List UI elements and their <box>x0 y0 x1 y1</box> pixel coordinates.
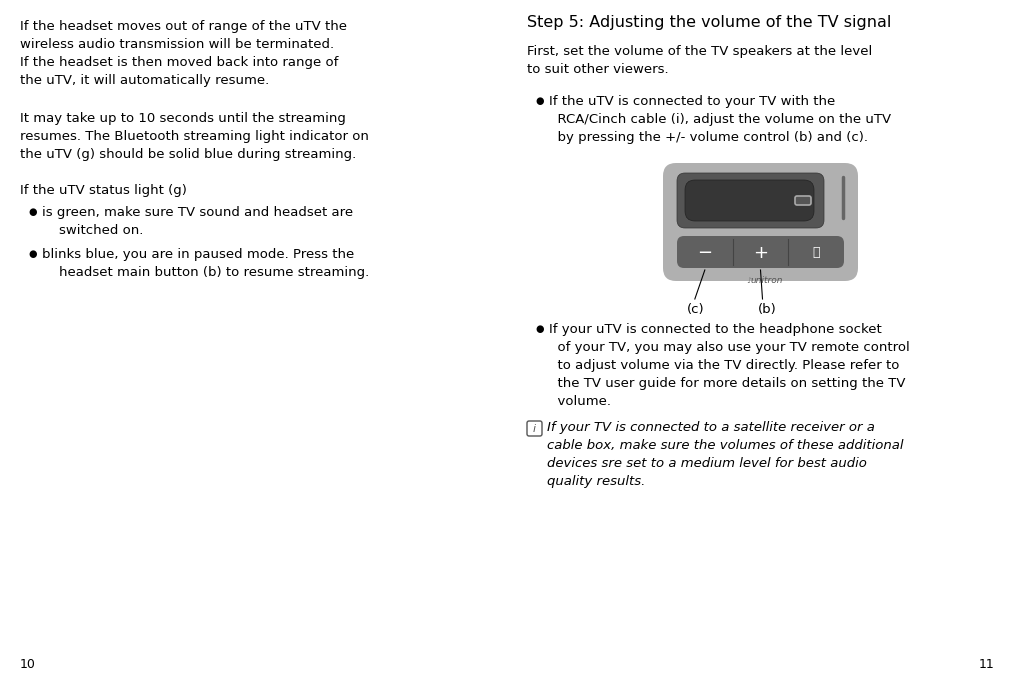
Text: i: i <box>533 424 536 434</box>
Text: is green, make sure TV sound and headset are
    switched on.: is green, make sure TV sound and headset… <box>42 206 353 237</box>
Text: ●: ● <box>535 96 544 106</box>
Text: First, set the volume of the TV speakers at the level
to suit other viewers.: First, set the volume of the TV speakers… <box>527 45 872 76</box>
Text: blinks blue, you are in paused mode. Press the
    headset main button (b) to re: blinks blue, you are in paused mode. Pre… <box>42 248 369 279</box>
FancyBboxPatch shape <box>677 173 824 228</box>
Text: (b): (b) <box>757 303 777 316</box>
Text: If your TV is connected to a satellite receiver or a
cable box, make sure the vo: If your TV is connected to a satellite r… <box>547 421 903 488</box>
Text: Step 5: Adjusting the volume of the TV signal: Step 5: Adjusting the volume of the TV s… <box>527 15 891 30</box>
Text: −: − <box>698 244 713 262</box>
FancyBboxPatch shape <box>795 196 811 205</box>
Text: It may take up to 10 seconds until the streaming
resumes. The Bluetooth streamin: It may take up to 10 seconds until the s… <box>20 112 369 161</box>
FancyBboxPatch shape <box>663 163 858 281</box>
FancyBboxPatch shape <box>685 180 814 221</box>
Text: ●: ● <box>28 207 37 217</box>
Text: ♪: ♪ <box>746 276 751 285</box>
Text: +: + <box>753 244 768 262</box>
Text: If the uTV is connected to your TV with the
  RCA/Cinch cable (i), adjust the vo: If the uTV is connected to your TV with … <box>549 95 891 144</box>
Text: If your uTV is connected to the headphone socket
  of your TV, you may also use : If your uTV is connected to the headphon… <box>549 323 910 408</box>
FancyBboxPatch shape <box>527 421 542 436</box>
Text: If the uTV status light (g): If the uTV status light (g) <box>20 184 187 197</box>
FancyBboxPatch shape <box>677 236 844 268</box>
Text: If the headset moves out of range of the uTV the
wireless audio transmission wil: If the headset moves out of range of the… <box>20 20 347 87</box>
Text: unitron: unitron <box>750 276 783 285</box>
Text: ●: ● <box>28 249 37 259</box>
Text: 11: 11 <box>979 658 994 671</box>
Text: ⏻: ⏻ <box>812 246 820 259</box>
Text: (c): (c) <box>686 303 705 316</box>
Text: 10: 10 <box>20 658 35 671</box>
Text: ●: ● <box>535 324 544 334</box>
